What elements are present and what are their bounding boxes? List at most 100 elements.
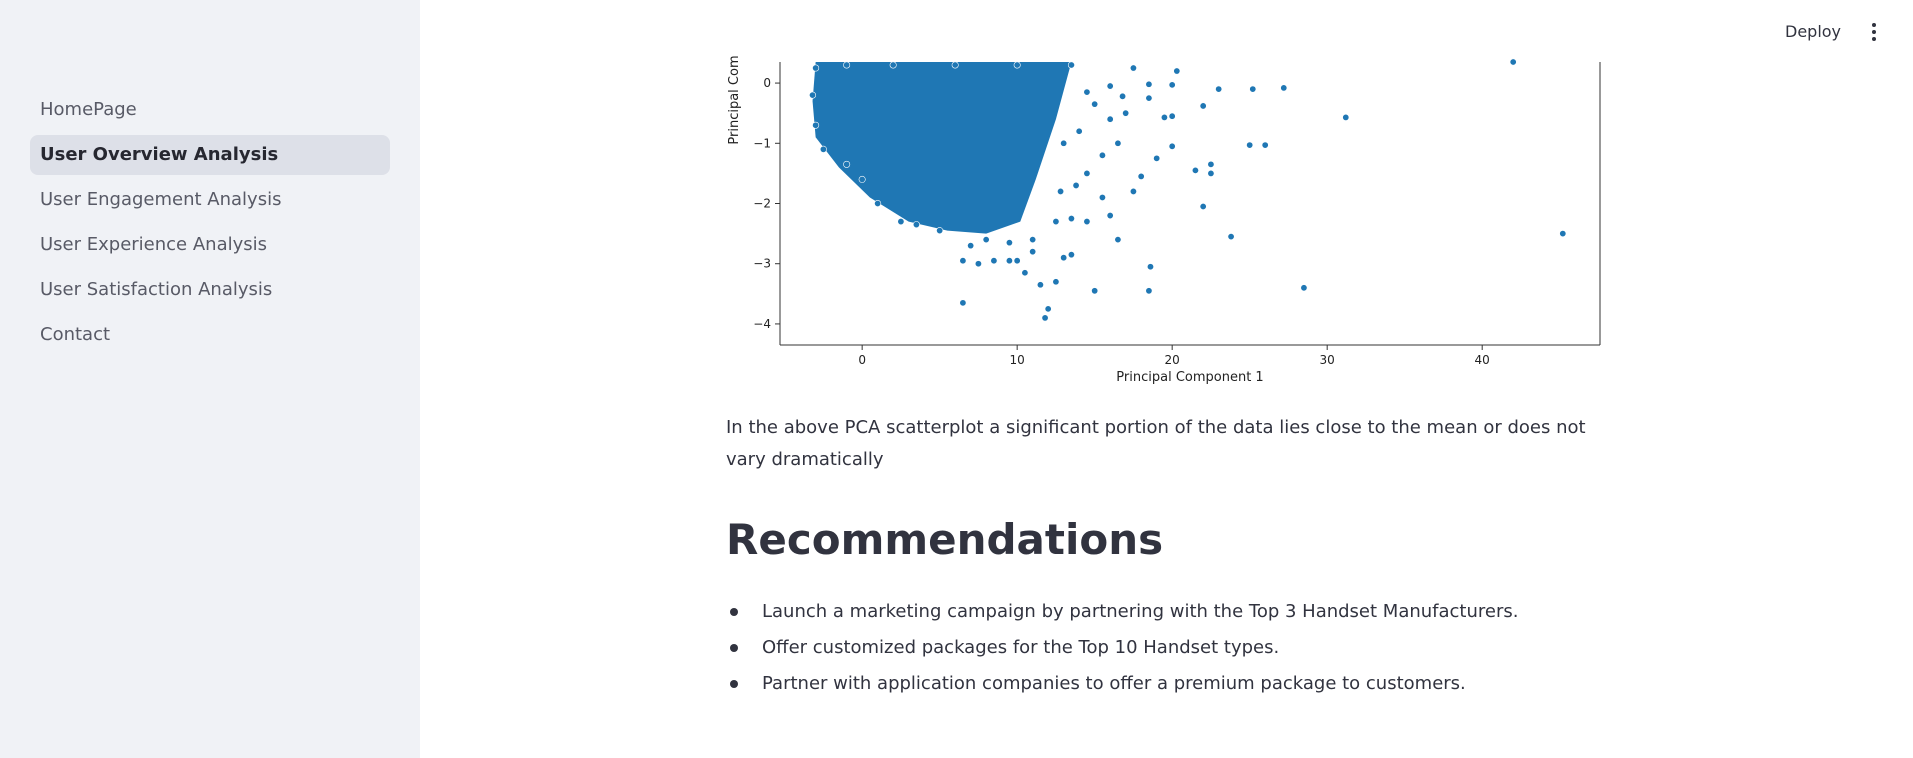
scatter-point [1067, 61, 1075, 69]
y-axis-label: Principal Com [727, 55, 742, 144]
bullet-icon [730, 608, 738, 616]
y-tick-label: −1 [753, 136, 771, 150]
scatter-point [1173, 67, 1181, 75]
scatter-point [843, 61, 851, 69]
list-item: Offer customized packages for the Top 10… [726, 630, 1626, 666]
scatter-point [1029, 248, 1037, 256]
bullet-icon [730, 644, 738, 652]
kebab-menu-icon[interactable] [1862, 18, 1886, 46]
scatter-point [1122, 109, 1130, 117]
scatter-point [1013, 61, 1021, 69]
sidebar-item-user-engagement-analysis[interactable]: User Engagement Analysis [40, 189, 282, 210]
y-tick-label: −3 [753, 257, 771, 271]
scatter-point [897, 218, 905, 226]
scatter-point [1145, 94, 1153, 102]
scatter-point [1207, 160, 1215, 168]
scatter-point [1106, 212, 1114, 220]
scatter-point [1052, 278, 1060, 286]
scatter-point [858, 175, 866, 183]
scatter-point [982, 236, 990, 244]
scatter-point [1129, 187, 1137, 195]
scatter-point [1559, 230, 1567, 238]
scatter-point [1057, 187, 1065, 195]
scatter-point [1261, 141, 1269, 149]
scatter-point [1067, 215, 1075, 223]
scatter-point [1215, 85, 1223, 93]
scatter-point [1509, 58, 1517, 66]
chart-caption: In the above PCA scatterplot a significa… [726, 417, 1586, 470]
scatter-point [812, 64, 820, 72]
x-tick-label: 10 [1010, 353, 1025, 367]
y-tick-label: −4 [753, 317, 771, 331]
scatter-point [1114, 139, 1122, 147]
scatter-point [1249, 85, 1257, 93]
recommendation-text: Launch a marketing campaign by partnerin… [762, 601, 1519, 622]
sidebar-item-contact[interactable]: Contact [40, 324, 111, 345]
scatter-point [1036, 281, 1044, 289]
scatter-point [1041, 314, 1049, 322]
sidebar-item-user-overview-analysis[interactable]: User Overview Analysis [30, 135, 390, 175]
scatter-point [912, 221, 920, 229]
scatter-point [1005, 257, 1013, 265]
x-tick-label: 0 [858, 353, 866, 367]
y-tick-label: −2 [753, 197, 771, 211]
scatter-point [1199, 203, 1207, 211]
menu-dot [1872, 37, 1876, 41]
pca-scatter-chart: 0 10 20 30 40 0 −1 −2 −3 −4 Principal Component 1 P… [727, 55, 1601, 385]
scatter-point [1145, 287, 1153, 295]
scatter-point [1191, 166, 1199, 174]
scatter-point [1029, 236, 1037, 244]
scatter-point [1091, 287, 1099, 295]
scatter-point [1280, 84, 1288, 92]
scatter-point [1342, 113, 1350, 121]
scatter-point [1060, 139, 1068, 147]
scatter-point [1060, 254, 1068, 262]
scatter-point [1168, 142, 1176, 150]
menu-dot [1872, 23, 1876, 27]
list-item: Partner with application companies to of… [726, 666, 1626, 702]
bullet-icon [730, 680, 738, 688]
scatter-point [812, 121, 820, 129]
sidebar-item-user-satisfaction-analysis[interactable]: User Satisfaction Analysis [40, 279, 273, 300]
scatter-point [1160, 113, 1168, 121]
deploy-button[interactable]: Deploy [1785, 22, 1842, 41]
menu-dot [1872, 30, 1876, 34]
scatter-point [889, 61, 897, 69]
scatter-point [1098, 193, 1106, 201]
scatter-point [1168, 81, 1176, 89]
scatter-point [1146, 263, 1154, 271]
scatter-point [1005, 239, 1013, 247]
x-tick-label: 30 [1320, 353, 1335, 367]
x-axis-label: Principal Component 1 [1116, 370, 1263, 385]
scatter-point [1013, 257, 1021, 265]
recommendation-text: Offer customized packages for the Top 10… [762, 637, 1280, 658]
recommendation-text: Partner with application companies to of… [762, 673, 1466, 694]
scatter-point [1129, 64, 1137, 72]
y-tick-label: 0 [763, 76, 771, 90]
x-tick-label: 20 [1165, 353, 1180, 367]
sidebar-item-homepage[interactable]: HomePage [40, 99, 137, 120]
scatter-point [843, 160, 851, 168]
scatter-point [1067, 251, 1075, 259]
scatter-point [959, 257, 967, 265]
scatter-point [1153, 154, 1161, 162]
scatter-point [1083, 169, 1091, 177]
scatter-point [819, 145, 827, 153]
scatter-point [1168, 112, 1176, 120]
scatter-point [1083, 88, 1091, 96]
scatter-point [1119, 92, 1127, 100]
sidebar-item-user-experience-analysis[interactable]: User Experience Analysis [40, 234, 268, 255]
sidebar-nav: HomePage User Overview Analysis User Eng… [30, 90, 390, 360]
scatter-point [1227, 233, 1235, 241]
list-item: Launch a marketing campaign by partnerin… [726, 594, 1626, 630]
dense-point-cloud [812, 62, 1072, 234]
scatter-point [1145, 80, 1153, 88]
scatter-point [1098, 151, 1106, 159]
scatter-point [936, 227, 944, 235]
scatter-point [1114, 236, 1122, 244]
scatter-point [990, 257, 998, 265]
scatter-point [874, 200, 882, 208]
scatter-point [1052, 218, 1060, 226]
scatter-point [1091, 100, 1099, 108]
scatter-point [1075, 127, 1083, 135]
